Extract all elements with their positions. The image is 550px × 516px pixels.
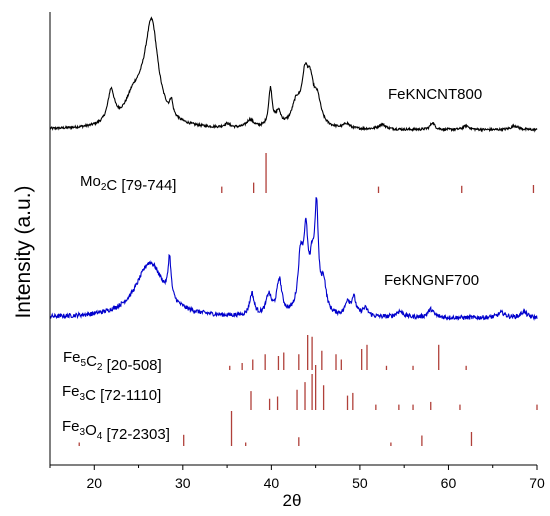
x-axis-label: 2θ: [283, 491, 302, 510]
x-tick-label: 60: [441, 475, 457, 491]
plot-area: FeKNCNT800 FeKNGNF700 Mo2C [79-744] Fe5C2 […: [49, 16, 538, 446]
x-tick-label: 70: [529, 475, 545, 491]
reference-pattern: Fe3C [72-1110]: [62, 365, 538, 410]
x-ticks: 20 30 40 50 60 70: [49, 465, 545, 491]
series-line-fekngnf700: [49, 197, 538, 322]
x-tick-label: 40: [264, 475, 280, 491]
series-label-fekngnf700: FeKNGNF700: [384, 272, 479, 289]
series-label-feknct800: FeKNCNT800: [388, 86, 482, 103]
labels: 2θ Intensity (a.u.): [12, 185, 301, 510]
x-tick-label: 30: [175, 475, 191, 491]
reference-label: Fe3O4 [72-2303]: [62, 418, 170, 443]
reference-pattern: Fe3O4 [72-2303]: [62, 411, 473, 446]
reference-pattern: Mo2C [79-744]: [80, 153, 535, 194]
reference-pattern: Fe5C2 [20-508]: [63, 335, 467, 374]
axes: [49, 12, 537, 466]
reference-label: Fe5C2 [20-508]: [63, 349, 162, 374]
y-axis-label: Intensity (a.u.): [12, 185, 35, 318]
reference-label: Mo2C [79-744]: [80, 173, 176, 194]
x-tick-label: 20: [86, 475, 102, 491]
x-tick-label: 50: [352, 475, 368, 491]
series-line-fekncnt800: [49, 16, 538, 133]
reference-label: Fe3C [72-1110]: [62, 383, 161, 404]
